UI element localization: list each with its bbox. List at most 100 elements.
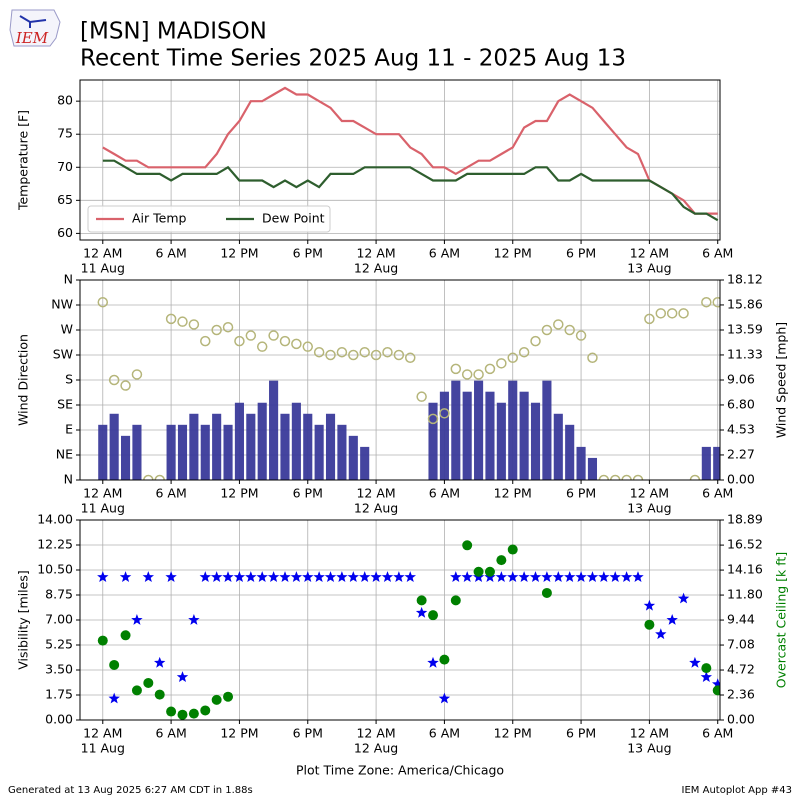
- y2-tick-label: 9.06: [727, 372, 755, 387]
- point: [575, 330, 587, 341]
- bar: [325, 413, 336, 480]
- logo-outline: [9, 9, 61, 47]
- y2-tick-label: 4.53: [727, 422, 755, 437]
- point: [609, 474, 621, 480]
- point: [461, 369, 473, 380]
- point: [587, 352, 598, 364]
- point: [382, 346, 393, 358]
- point: [439, 654, 450, 665]
- point: [154, 689, 165, 700]
- x-tick-label: 12 PM: [494, 486, 532, 501]
- point: [701, 663, 712, 674]
- bar: [246, 413, 256, 480]
- x-tick-label: 6 AM: [702, 486, 733, 501]
- point: [564, 571, 576, 582]
- point: [120, 380, 131, 391]
- bar: [485, 391, 495, 480]
- point: [325, 349, 336, 361]
- point: [200, 705, 211, 716]
- point: [302, 341, 314, 352]
- bar: [109, 413, 119, 480]
- point: [97, 296, 109, 308]
- bar: [360, 446, 370, 480]
- axes-frame: [79, 79, 721, 241]
- bar: [177, 424, 188, 480]
- x-tick-label: 12 AM: [630, 246, 669, 261]
- point: [701, 296, 712, 308]
- y2-tick-label: 7.08: [727, 637, 755, 652]
- y2-tick-label: 18.12: [727, 272, 763, 287]
- x-tick-label: 12 AM: [630, 726, 669, 741]
- logo-mark: [19, 15, 47, 28]
- y2-tick-label: 6.80: [727, 396, 755, 411]
- bar: [508, 380, 518, 480]
- point: [677, 592, 690, 604]
- point: [245, 571, 257, 582]
- point: [290, 571, 303, 582]
- point: [120, 630, 131, 641]
- point: [359, 346, 370, 358]
- x-tick-label: 6 AM: [155, 246, 186, 261]
- point: [428, 610, 439, 621]
- point: [188, 319, 200, 330]
- point: [415, 606, 428, 618]
- legend-box: [87, 205, 331, 233]
- point: [279, 335, 291, 347]
- point: [462, 540, 473, 551]
- bar: [553, 413, 563, 480]
- point: [131, 614, 143, 625]
- point: [461, 571, 473, 582]
- point: [404, 352, 416, 364]
- x-date-label: 11 Aug: [81, 741, 125, 756]
- point: [176, 671, 189, 682]
- point: [439, 408, 450, 419]
- bar: [120, 435, 131, 480]
- point: [496, 358, 507, 369]
- point: [552, 571, 564, 582]
- point: [598, 571, 610, 582]
- point: [643, 599, 656, 611]
- x-tick-label: 12 AM: [356, 246, 395, 261]
- point: [108, 374, 120, 386]
- point: [530, 335, 541, 347]
- legend-label: Dew Point: [262, 211, 325, 226]
- bar: [223, 424, 233, 480]
- y2-axis-label: Overcast Ceiling [k ft]: [774, 552, 789, 688]
- point: [450, 571, 462, 582]
- point: [404, 571, 416, 582]
- y-tick-label: SW: [53, 347, 73, 362]
- y-tick-label: 3.50: [45, 662, 73, 677]
- x-date-label: 11 Aug: [81, 501, 125, 516]
- y-tick-label: 0.00: [45, 712, 73, 727]
- point: [109, 659, 120, 670]
- y-tick-label: E: [65, 422, 73, 437]
- y-tick-label: 14.00: [37, 512, 73, 527]
- point: [370, 571, 382, 582]
- point: [188, 614, 200, 625]
- point: [313, 571, 325, 582]
- point: [370, 349, 382, 361]
- x-axis-label: Plot Time Zone: America/Chicago: [296, 763, 504, 778]
- point: [256, 571, 268, 582]
- y-tick-label: 70: [57, 159, 73, 174]
- x-tick-label: 6 PM: [566, 726, 596, 741]
- point: [142, 571, 154, 582]
- point: [666, 308, 678, 319]
- point: [507, 352, 518, 364]
- y-tick-label: 12.25: [37, 537, 73, 552]
- plot-area: [102, 86, 719, 222]
- point: [222, 321, 234, 333]
- plot-area: [97, 540, 720, 720]
- bar: [98, 424, 108, 480]
- chart-title: [MSN] MADISON: [80, 19, 267, 45]
- axes-frame: [79, 279, 721, 481]
- point: [507, 544, 518, 555]
- x-date-label: 11 Aug: [81, 261, 125, 276]
- point: [564, 324, 575, 336]
- y-tick-label: 10.50: [37, 562, 73, 577]
- x-tick-label: 6 PM: [566, 486, 596, 501]
- point: [177, 316, 188, 327]
- point: [655, 628, 667, 640]
- point: [267, 571, 280, 582]
- y2-tick-label: 16.52: [727, 537, 763, 552]
